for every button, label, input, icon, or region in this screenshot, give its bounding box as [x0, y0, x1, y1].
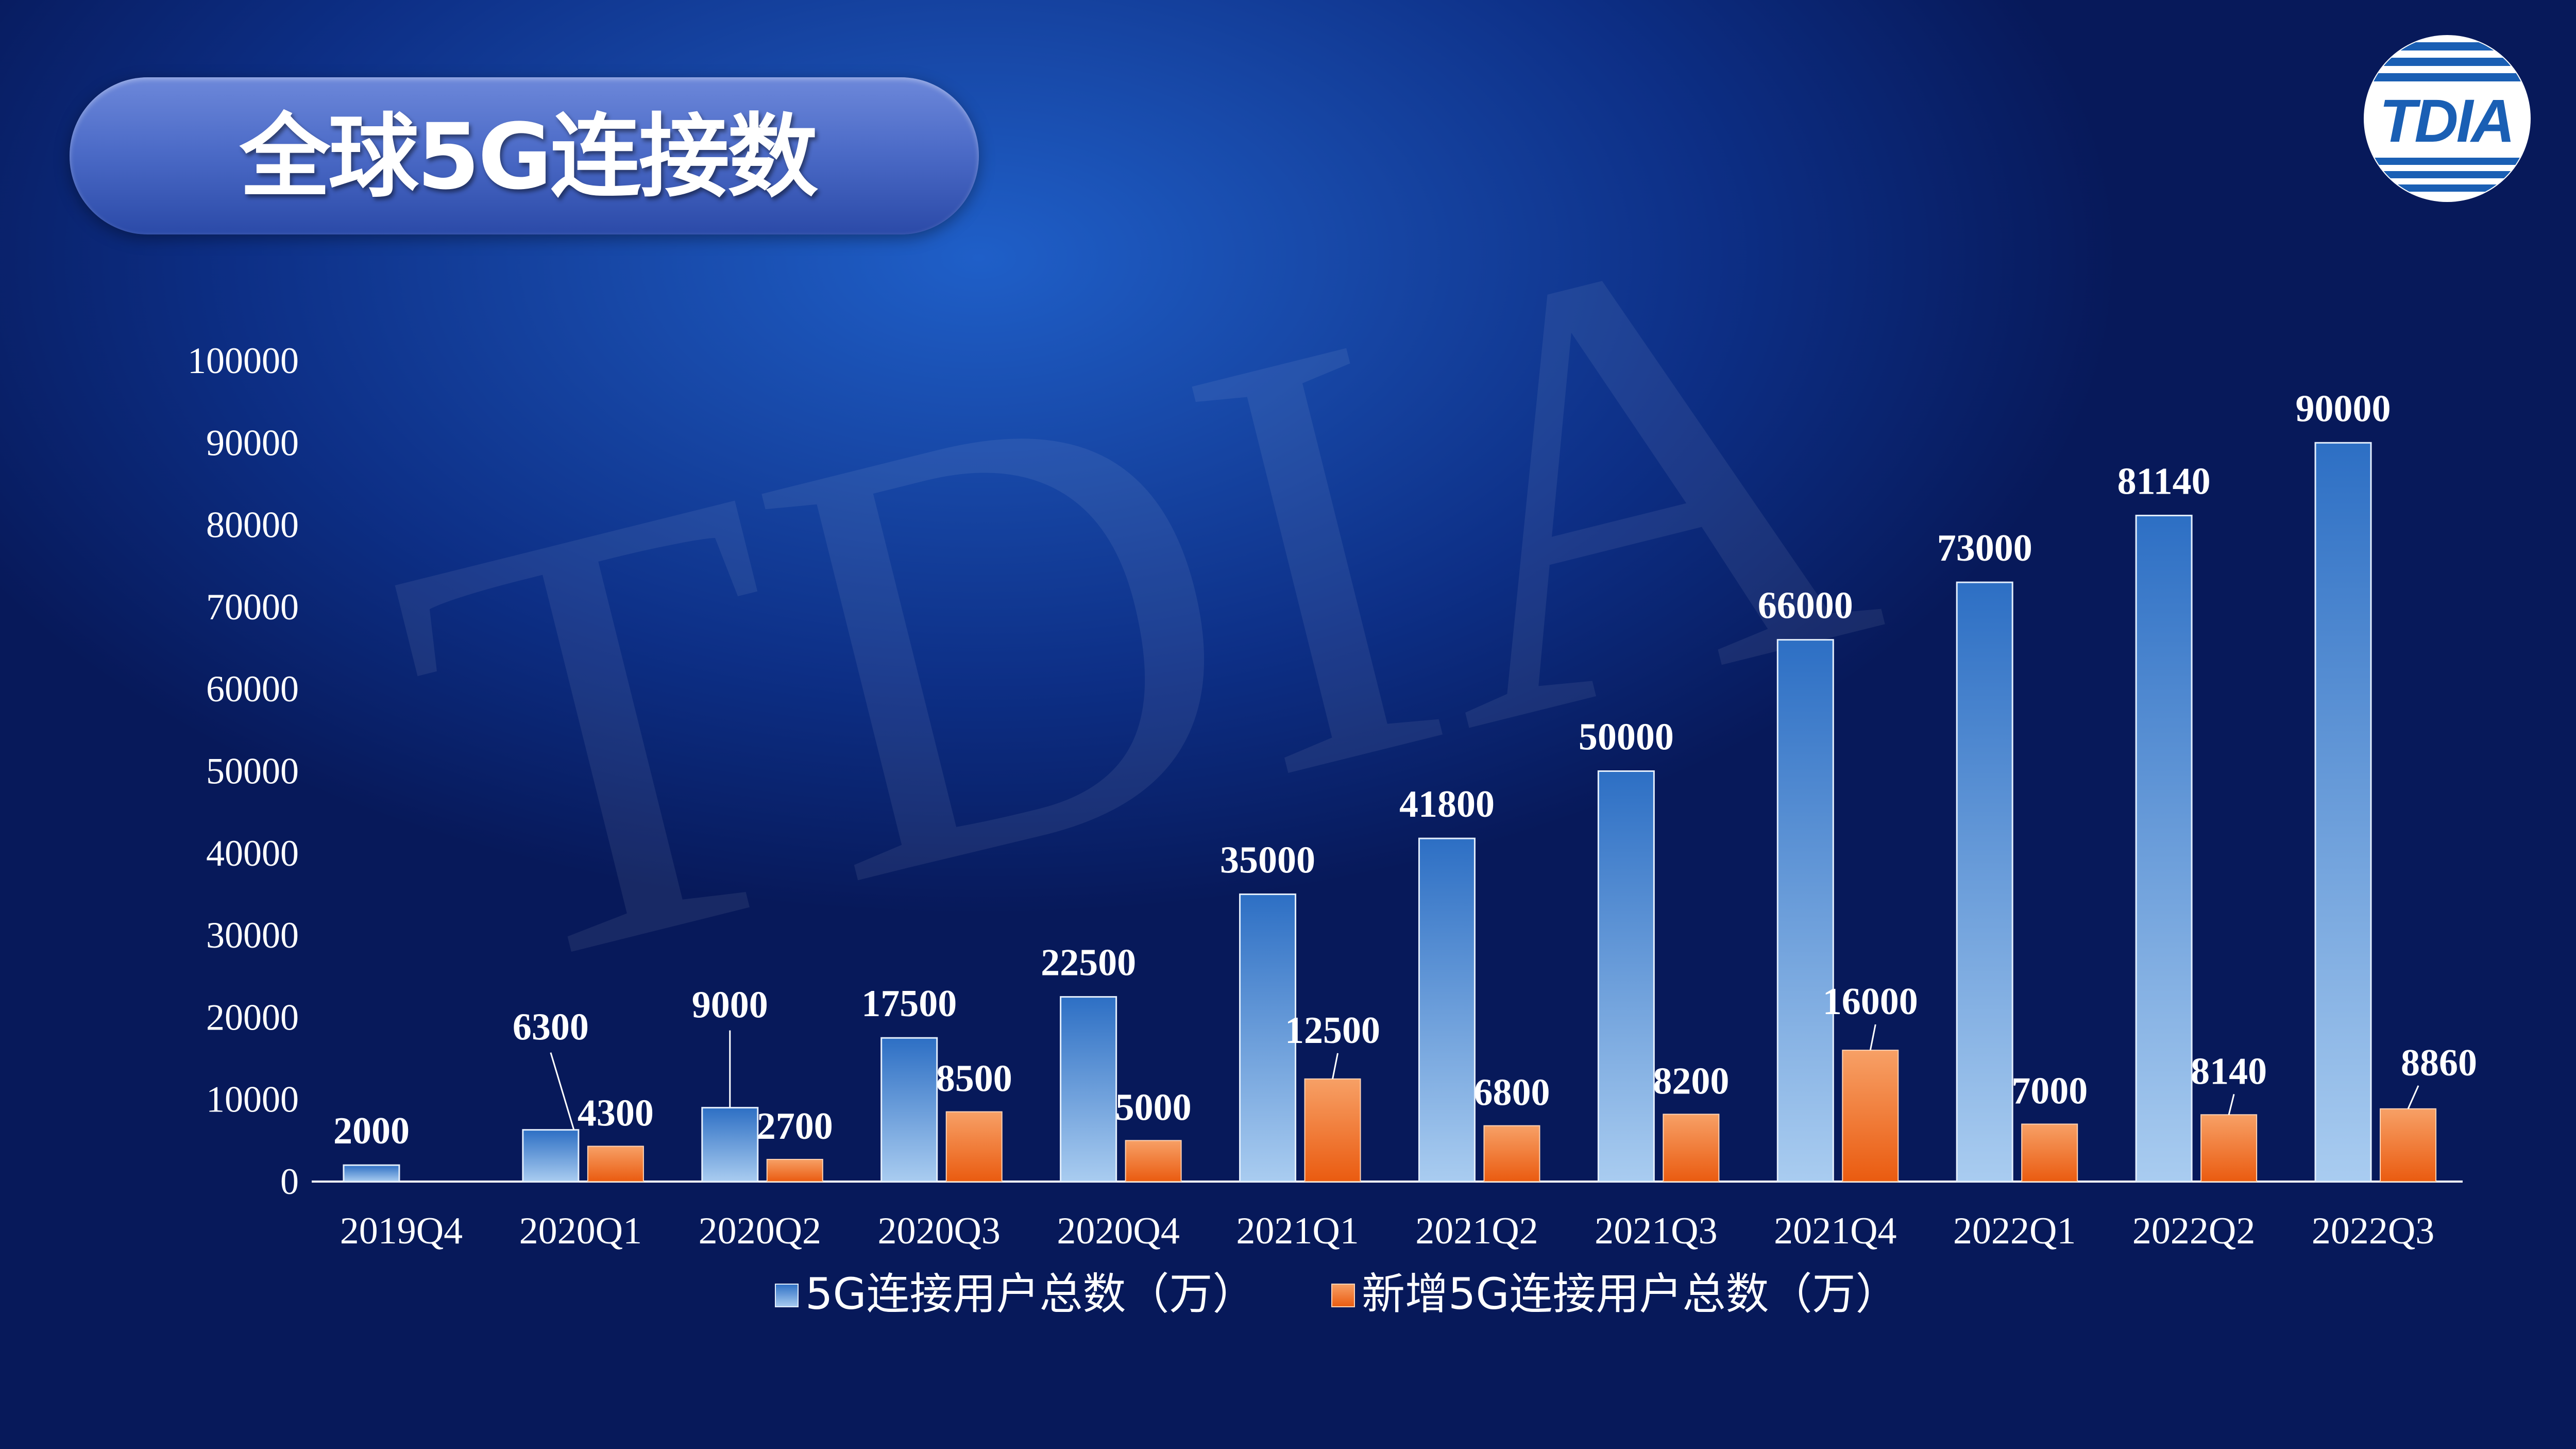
- bar-total: [522, 1129, 580, 1183]
- axis-layer: 0 10000 20000 30000 40000 50000 60000 70000 8000…: [188, 340, 2463, 1252]
- bar-new: [1125, 1140, 1182, 1183]
- bar-new: [2021, 1123, 2078, 1182]
- data-label-total: 90000: [2296, 387, 2391, 430]
- y-tick-label: 0: [280, 1161, 299, 1202]
- bar-total: [2314, 442, 2372, 1183]
- legend: 5G连接用户总数（万） 新增5G连接用户总数（万）: [775, 1269, 1899, 1319]
- bar-total: [1956, 581, 2013, 1183]
- y-tick-label: 20000: [206, 997, 299, 1038]
- x-tick-label: 2021Q1: [1236, 1210, 1359, 1252]
- logo-text: TDIA: [2379, 87, 2513, 155]
- y-tick-label: 80000: [206, 504, 299, 546]
- bar-total: [1776, 639, 1834, 1183]
- bar-new: [1304, 1078, 1361, 1182]
- x-tick-label: 2022Q2: [2132, 1210, 2255, 1252]
- label-leader-line: [2228, 1093, 2235, 1115]
- bar-total: [1239, 893, 1297, 1183]
- label-leader-line: [550, 1052, 575, 1131]
- y-tick-label: 50000: [206, 751, 299, 792]
- y-tick-label: 70000: [206, 586, 299, 628]
- bar-total: [343, 1164, 400, 1183]
- legend-label-total: 5G连接用户总数（万）: [805, 1269, 1256, 1319]
- x-tick-label: 2019Q4: [340, 1210, 463, 1252]
- x-tick-label: 2022Q3: [2312, 1210, 2434, 1252]
- label-leader-line: [1332, 1053, 1339, 1080]
- y-tick-label: 100000: [188, 340, 299, 381]
- x-tick-label: 2020Q3: [877, 1210, 1000, 1252]
- label-leader-line: [2407, 1085, 2419, 1109]
- tdia-logo: TDIA: [2364, 35, 2531, 202]
- bar-new: [766, 1158, 823, 1183]
- x-tick-label: 2020Q2: [699, 1210, 821, 1252]
- bar-new: [1663, 1114, 1720, 1183]
- page-title: 全球5G连接数: [240, 104, 818, 210]
- data-label-total: 73000: [1937, 527, 2032, 569]
- x-tick-label: 2021Q3: [1595, 1210, 1717, 1252]
- bar-total: [880, 1037, 938, 1183]
- data-label-new: 7000: [2011, 1070, 2088, 1112]
- bar-new: [587, 1145, 644, 1182]
- bar-new: [1483, 1125, 1540, 1183]
- label-leader-line: [1869, 1024, 1876, 1051]
- data-label-new: 4300: [578, 1092, 654, 1135]
- title-pill: [70, 77, 979, 234]
- bars-layer: [343, 442, 2437, 1183]
- data-label-new: 16000: [1823, 981, 1918, 1023]
- data-label-total: 9000: [692, 984, 768, 1026]
- bar-total: [2135, 514, 2193, 1183]
- y-tick-label: 90000: [206, 422, 299, 463]
- data-label-total: 41800: [1399, 783, 1495, 825]
- labels-layer: 2000 6300 4300 9000 2700 17500 8500 22500 5000 35…: [333, 387, 2477, 1152]
- data-label-new: 8140: [2191, 1050, 2267, 1092]
- data-label-total: 81140: [2117, 460, 2211, 502]
- x-tick-label: 2021Q4: [1774, 1210, 1896, 1252]
- data-label-total: 35000: [1220, 839, 1315, 881]
- data-label-new: 5000: [1115, 1086, 1192, 1128]
- bar-total: [701, 1107, 759, 1183]
- y-tick-label: 60000: [206, 668, 299, 710]
- data-label-new: 8200: [1653, 1060, 1729, 1102]
- bar-new: [1842, 1050, 1899, 1182]
- x-tick-label: 2021Q2: [1415, 1210, 1538, 1252]
- bar-new: [2380, 1108, 2437, 1182]
- data-label-total: 50000: [1579, 716, 1674, 759]
- x-tick-label: 2020Q1: [519, 1210, 642, 1252]
- x-tick-label: 2022Q1: [1953, 1210, 2076, 1252]
- data-label-total: 22500: [1041, 942, 1136, 984]
- bar-new: [945, 1111, 1003, 1182]
- legend-swatch-new: [1331, 1284, 1355, 1307]
- data-label-total: 6300: [513, 1006, 589, 1049]
- data-label-new: 12500: [1285, 1009, 1380, 1052]
- bar-total: [1418, 837, 1476, 1183]
- y-tick-label: 40000: [206, 833, 299, 874]
- y-tick-label: 30000: [206, 915, 299, 956]
- bar-total: [1597, 770, 1655, 1183]
- bar-total: [1060, 996, 1117, 1183]
- data-label-total: 2000: [333, 1110, 410, 1152]
- legend-swatch-total: [775, 1284, 799, 1307]
- data-label-new: 6800: [1473, 1072, 1550, 1114]
- bar-new: [2200, 1114, 2258, 1183]
- data-label-new: 2700: [757, 1105, 833, 1148]
- data-label-total: 66000: [1758, 585, 1853, 627]
- legend-label-new: 新增5G连接用户总数（万）: [1362, 1269, 1899, 1319]
- data-label-new: 8860: [2401, 1042, 2477, 1084]
- data-label-new: 8500: [936, 1058, 1012, 1100]
- y-tick-label: 10000: [206, 1079, 299, 1120]
- x-tick-label: 2020Q4: [1057, 1210, 1179, 1252]
- data-label-total: 17500: [861, 983, 957, 1025]
